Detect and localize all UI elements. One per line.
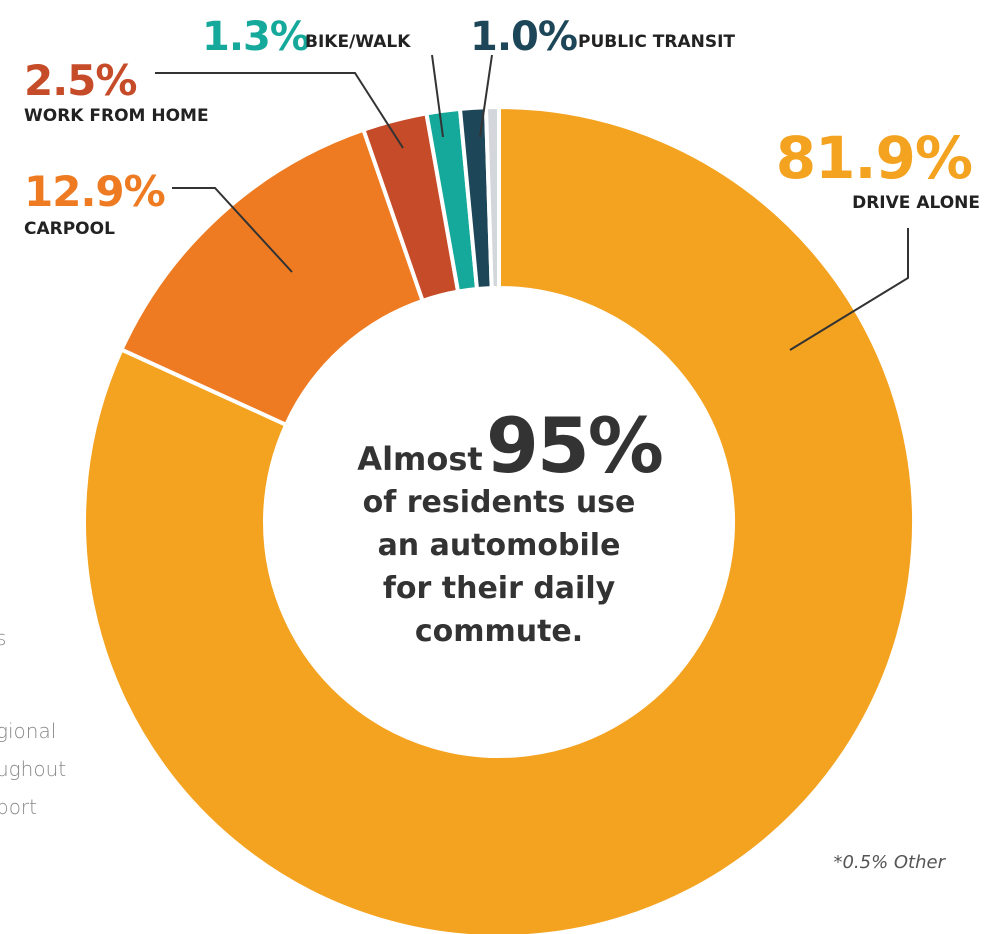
center-highlight: 95% (486, 401, 662, 490)
side-text: ughout (0, 757, 66, 781)
slice (483, 104, 501, 291)
value-label: 2.5% (24, 56, 136, 105)
leader-line (155, 72, 404, 149)
slice (118, 127, 426, 428)
center-line: of residents use (363, 485, 636, 520)
value-label: 1.0% (470, 14, 577, 60)
center-line: for their daily (383, 571, 616, 606)
leader-line (172, 187, 293, 273)
side-text: s (0, 626, 6, 650)
value-label: 12.9% (24, 167, 165, 216)
center-line: commute. (415, 614, 583, 649)
side-text: gional (0, 719, 56, 743)
slices (82, 104, 916, 934)
category-label: BIKE/WALK (305, 32, 411, 52)
slice (82, 104, 916, 934)
value-label: 81.9% (776, 124, 972, 192)
leader-lines (155, 54, 909, 351)
category-label: WORK FROM HOME (24, 106, 209, 126)
leader-line (479, 54, 493, 138)
center-lead: Almost (357, 440, 482, 478)
center-line: an automobile (378, 528, 621, 563)
value-label: 1.3% (202, 14, 309, 60)
footnote: *0.5% Other (833, 852, 946, 873)
leader-line (431, 54, 444, 138)
category-label: PUBLIC TRANSIT (578, 32, 735, 52)
side-text: port (0, 795, 37, 819)
category-label: DRIVE ALONE (852, 193, 980, 213)
category-label: CARPOOL (24, 219, 115, 239)
leader-line (789, 228, 909, 351)
